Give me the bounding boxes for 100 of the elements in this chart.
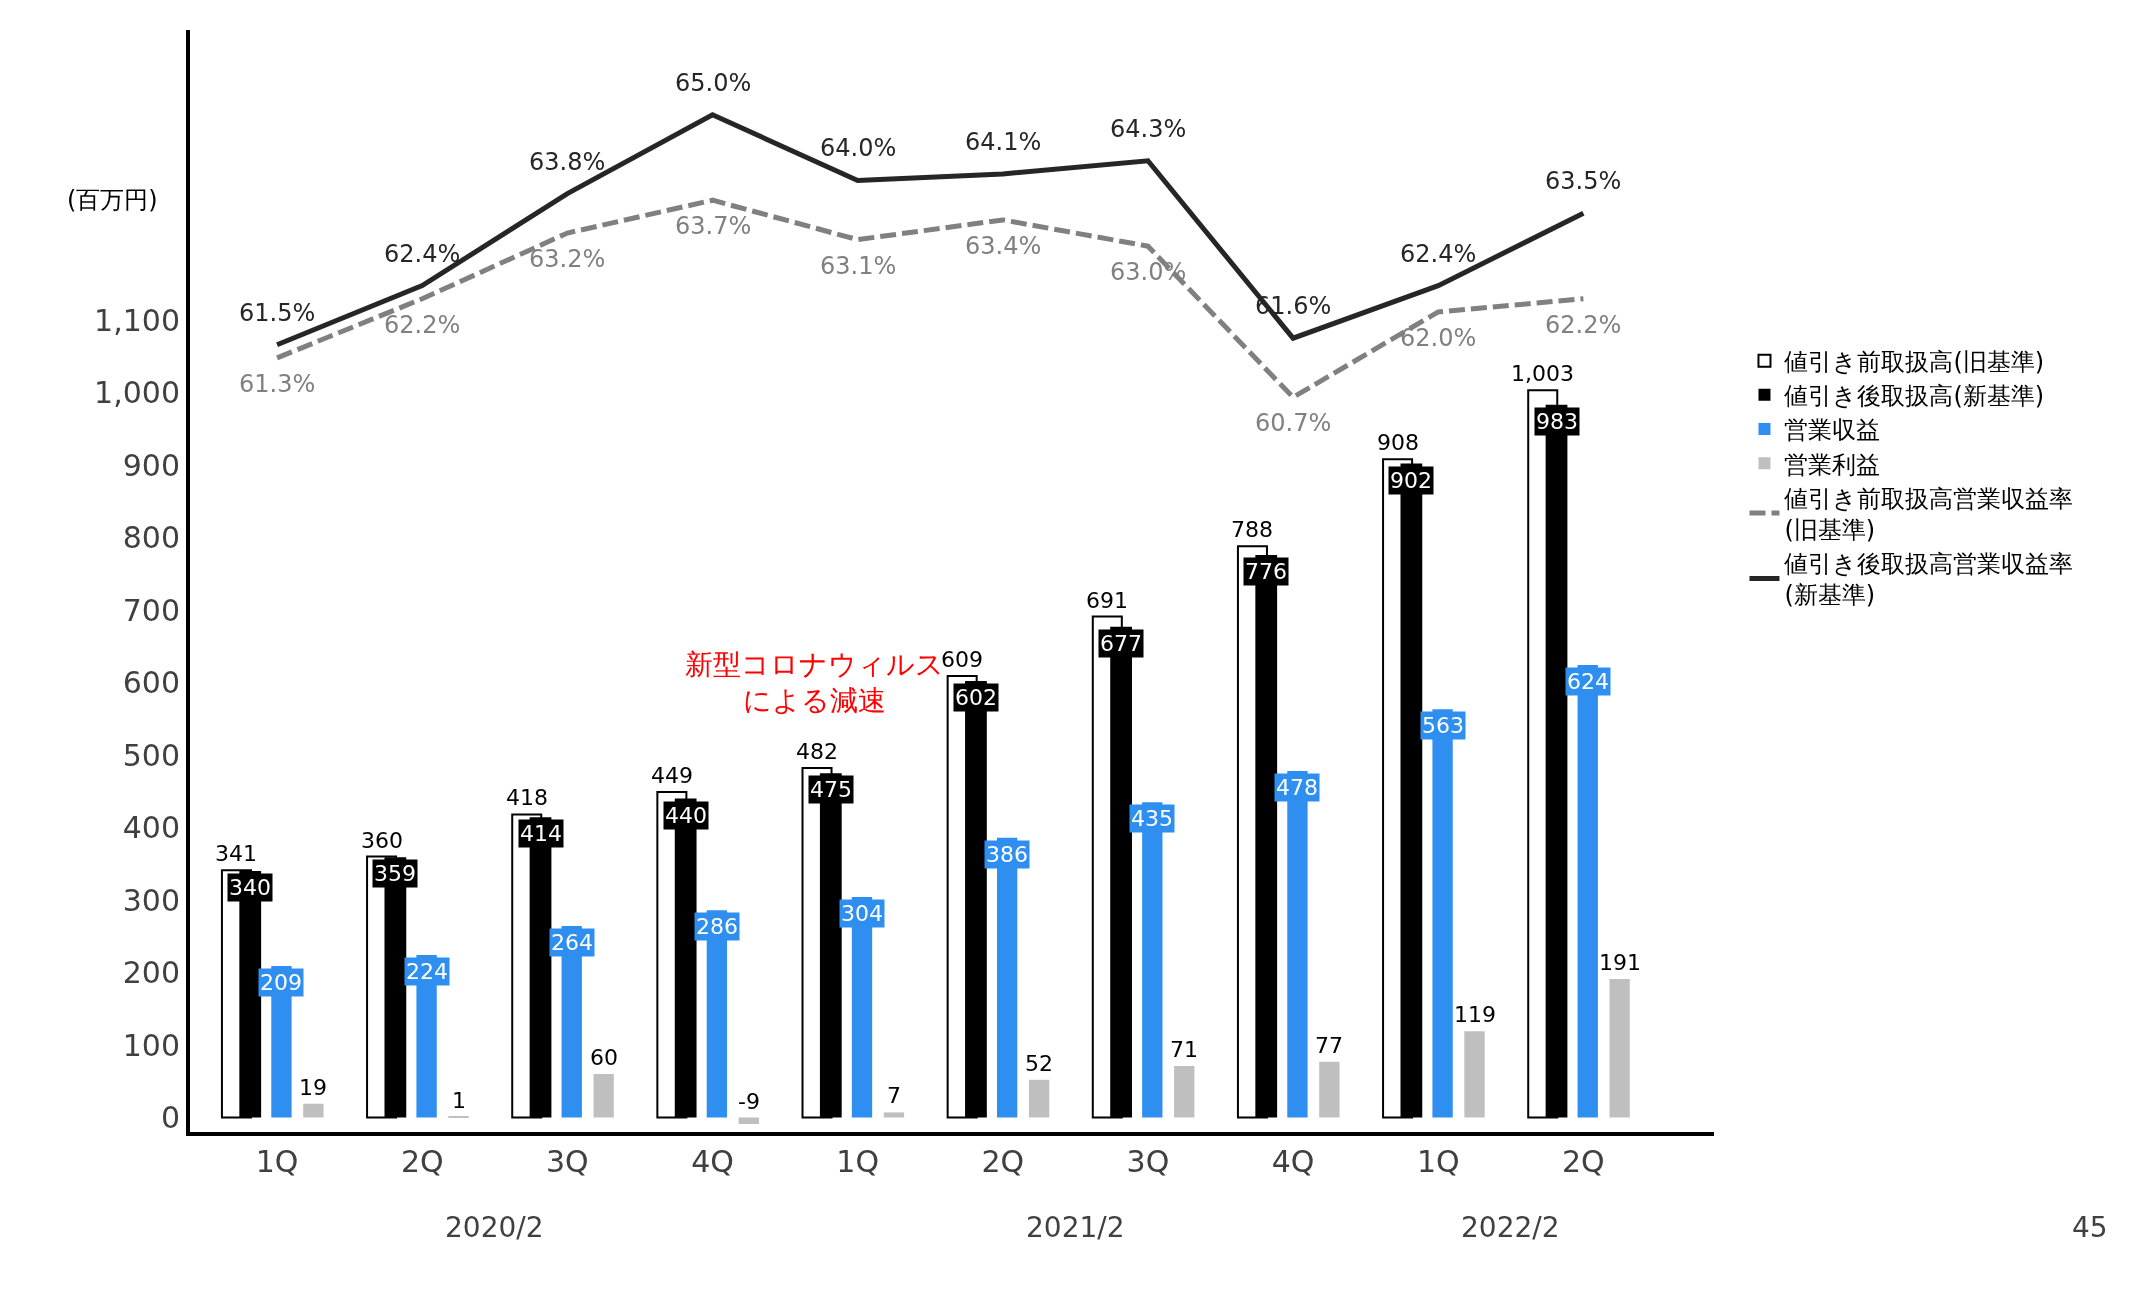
data-label: 61.3% <box>239 370 316 398</box>
data-label: 788 <box>1231 517 1273 542</box>
data-label: 386 <box>986 842 1028 867</box>
y-tick-label: 200 <box>122 955 180 990</box>
y-axis-title: (百万円) <box>67 186 158 214</box>
bar <box>1028 1079 1050 1118</box>
y-tick-label: 400 <box>122 810 180 845</box>
text: 2021/2 <box>1026 1211 1125 1244</box>
data-label: 1 <box>452 1088 466 1113</box>
data-label: 414 <box>520 821 562 846</box>
y-tick-label: 700 <box>122 592 180 628</box>
data-label: 902 <box>1390 468 1432 493</box>
x-tick-label: 4Q <box>1271 1144 1315 1179</box>
data-label: 191 <box>1599 950 1641 975</box>
data-label: 209 <box>260 970 302 995</box>
x-tick-label: 4Q <box>691 1144 734 1179</box>
data-label: 71 <box>1170 1037 1198 1062</box>
legend-label: 値引き後取扱高営業収益率 (新基準) <box>1784 550 2074 610</box>
data-label: 63.8% <box>529 148 606 176</box>
data-label: 449 <box>651 763 693 788</box>
data-label: 63.2% <box>529 245 606 273</box>
data-label: 341 <box>215 841 257 866</box>
data-label: 65.0% <box>675 69 752 97</box>
bar <box>738 1117 759 1125</box>
data-label: 7 <box>887 1083 901 1108</box>
legend-label: 値引き後取扱高(新基準) <box>1784 382 2045 411</box>
data-label: 478 <box>1276 775 1318 800</box>
x-tick-label: 2Q <box>981 1144 1025 1179</box>
data-label: 64.1% <box>965 128 1042 156</box>
data-label: 60 <box>590 1045 618 1070</box>
bar <box>883 1112 905 1118</box>
data-label: 677 <box>1100 631 1142 656</box>
data-label: 63.7% <box>675 212 752 240</box>
data-label: 482 <box>796 739 838 764</box>
x-tick-label: 3Q <box>1126 1144 1170 1179</box>
data-label: 340 <box>229 875 271 900</box>
y-tick-label: 800 <box>122 520 180 555</box>
legend-label: 営業収益 <box>1784 416 1881 445</box>
data-label: 62.2% <box>384 311 461 339</box>
data-label: 602 <box>955 685 997 710</box>
data-label: 359 <box>374 861 416 886</box>
data-label: 63.5% <box>1545 167 1622 195</box>
bar <box>1609 979 1630 1118</box>
data-label: 304 <box>841 901 883 926</box>
data-label: 440 <box>665 803 707 828</box>
y-tick-label: 500 <box>122 737 180 773</box>
data-label: 224 <box>406 959 448 984</box>
bar <box>1174 1066 1195 1118</box>
bar <box>1319 1061 1340 1118</box>
data-label: 908 <box>1377 430 1419 455</box>
data-label: 62.4% <box>384 240 461 268</box>
bar <box>593 1074 614 1118</box>
data-label: 63.4% <box>965 232 1042 260</box>
y-tick-label: 1,100 <box>94 302 180 338</box>
data-label: 691 <box>1086 588 1128 613</box>
data-label: 264 <box>551 930 593 955</box>
text: 2022/2 <box>1461 1211 1560 1244</box>
text: 2020/2 <box>445 1211 544 1244</box>
legend-label: 値引き前取扱高営業収益率 (旧基準) <box>1784 484 2074 545</box>
data-label: 475 <box>810 777 852 802</box>
data-label: 63.1% <box>820 252 897 280</box>
data-label: 609 <box>941 647 983 672</box>
text: 45 <box>2072 1211 2108 1244</box>
data-label: 62.0% <box>1400 324 1477 352</box>
y-tick-label: 300 <box>122 882 180 918</box>
data-label: 119 <box>1454 1002 1496 1027</box>
data-label: 77 <box>1315 1033 1343 1058</box>
data-label: 60.7% <box>1255 409 1332 437</box>
data-label: 1,003 <box>1511 361 1574 386</box>
bar <box>1464 1031 1485 1118</box>
bar <box>303 1103 324 1118</box>
x-tick-label: 3Q <box>546 1144 589 1179</box>
data-label: 62.4% <box>1400 240 1477 268</box>
data-label: 64.3% <box>1110 115 1187 143</box>
y-tick-label: 600 <box>122 665 180 700</box>
data-label: 624 <box>1567 669 1609 694</box>
legend-label: 営業利益 <box>1784 450 1881 479</box>
data-label: 286 <box>696 914 738 939</box>
data-label: -9 <box>738 1089 760 1114</box>
x-tick-label: 1Q <box>836 1144 880 1179</box>
x-tick-label: 1Q <box>1416 1144 1460 1179</box>
data-label: 64.0% <box>820 134 897 162</box>
y-tick-label: 1,000 <box>94 375 180 410</box>
data-label: 983 <box>1536 409 1578 434</box>
data-label: 61.5% <box>239 299 316 327</box>
data-label: 776 <box>1245 559 1287 584</box>
x-tick-label: 1Q <box>255 1144 299 1179</box>
data-label: 360 <box>361 828 403 853</box>
data-label: 62.2% <box>1545 311 1622 339</box>
data-label: 563 <box>1422 713 1464 738</box>
y-tick-label: 100 <box>122 1027 180 1063</box>
data-label: 52 <box>1025 1051 1053 1076</box>
data-label: 19 <box>299 1075 327 1100</box>
y-tick-label: 0 <box>160 1100 180 1135</box>
x-tick-label: 2Q <box>400 1144 444 1179</box>
data-label: 435 <box>1131 806 1173 831</box>
y-tick-label: 900 <box>122 447 180 483</box>
legend-label: 値引き前取扱高(旧基準) <box>1784 348 2045 377</box>
data-label: 418 <box>506 785 548 810</box>
x-tick-label: 2Q <box>1562 1144 1605 1179</box>
